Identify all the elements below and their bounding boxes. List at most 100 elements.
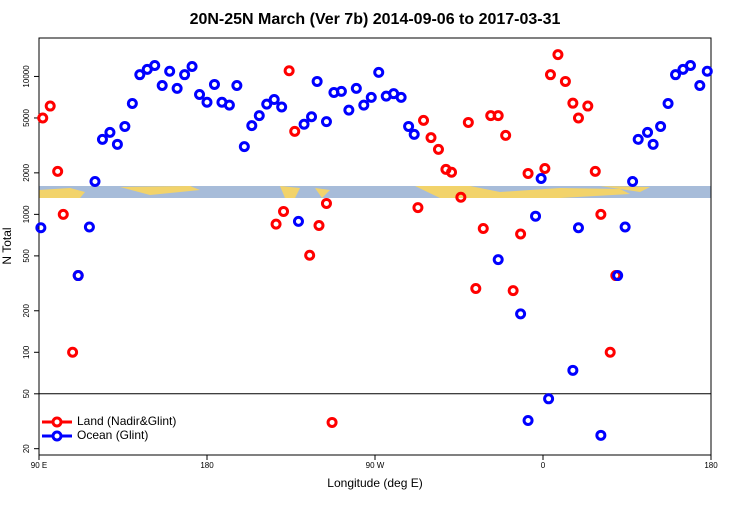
data-point <box>208 78 220 90</box>
data-point <box>612 270 624 282</box>
data-point <box>619 221 631 233</box>
data-point <box>515 228 527 240</box>
data-point <box>543 393 555 405</box>
data-point <box>67 346 79 358</box>
data-point <box>432 143 444 155</box>
data-point <box>313 220 325 232</box>
data-point <box>684 60 696 72</box>
data-point <box>567 364 579 376</box>
data-point <box>44 100 56 112</box>
y-tick-label: 10000 <box>22 65 31 88</box>
data-point <box>238 141 250 153</box>
data-point <box>694 79 706 91</box>
data-point <box>223 99 235 111</box>
data-point <box>126 97 138 109</box>
data-point <box>492 110 504 122</box>
data-point <box>57 208 69 220</box>
data-point <box>335 85 347 97</box>
data-point <box>604 346 616 358</box>
data-point <box>343 104 355 116</box>
data-point <box>470 283 482 295</box>
data-point <box>350 82 362 94</box>
data-point <box>507 285 519 297</box>
data-point <box>261 98 273 110</box>
x-tick-label: 180 <box>704 461 718 470</box>
data-point <box>559 75 571 87</box>
data-point <box>627 176 639 188</box>
data-point <box>544 69 556 81</box>
data-point <box>477 222 489 234</box>
data-point <box>535 172 547 184</box>
data-point <box>179 69 191 81</box>
data-point <box>37 112 49 124</box>
y-tick-label: 200 <box>22 304 31 318</box>
legend-marker <box>51 430 63 442</box>
data-point <box>632 133 644 145</box>
chart-title: 20N-25N March (Ver 7b) 2014-09-06 to 201… <box>190 11 561 28</box>
data-point <box>522 167 534 179</box>
data-point <box>647 138 659 150</box>
data-point <box>572 222 584 234</box>
y-tick-label: 2000 <box>22 163 31 181</box>
y-tick-label: 500 <box>22 249 31 263</box>
data-point <box>358 99 370 111</box>
data-point <box>395 91 407 103</box>
data-point <box>164 65 176 77</box>
data-point <box>83 221 95 233</box>
data-point <box>194 88 206 100</box>
data-point <box>655 120 667 132</box>
data-point <box>670 69 682 81</box>
data-point <box>268 94 280 106</box>
data-point <box>552 49 564 61</box>
data-point <box>446 166 458 178</box>
data-point <box>595 429 607 441</box>
map-strip <box>39 186 711 198</box>
data-point <box>642 126 654 138</box>
data-point <box>462 116 474 128</box>
data-point <box>231 79 243 91</box>
data-point <box>171 82 183 94</box>
data-point <box>246 120 258 132</box>
data-point <box>662 97 674 109</box>
legend: Land (Nadir&Glint)Ocean (Glint) <box>40 412 190 444</box>
data-point <box>270 218 282 230</box>
data-point <box>595 208 607 220</box>
data-point <box>589 165 601 177</box>
data-point <box>425 132 437 144</box>
x-tick-label: 180 <box>200 461 214 470</box>
y-tick-label: 20 <box>22 444 31 453</box>
data-point <box>35 222 47 234</box>
x-tick-label: 90 W <box>366 461 385 470</box>
data-point <box>52 165 64 177</box>
y-tick-label: 50 <box>22 389 31 398</box>
data-point <box>455 191 467 203</box>
data-point <box>278 205 290 217</box>
data-point <box>365 91 377 103</box>
data-point <box>320 197 332 209</box>
data-point <box>89 176 101 188</box>
data-point <box>306 111 318 123</box>
legend-label: Land (Nadir&Glint) <box>77 414 176 428</box>
data-point <box>326 416 338 428</box>
data-point <box>418 114 430 126</box>
data-point <box>567 97 579 109</box>
data-point <box>119 120 131 132</box>
data-point <box>96 133 108 145</box>
legend-label: Ocean (Glint) <box>77 428 148 442</box>
data-point <box>522 415 534 427</box>
data-point <box>186 61 198 73</box>
data-point <box>530 210 542 222</box>
data-point <box>373 66 385 78</box>
data-point <box>304 249 316 261</box>
data-point <box>582 100 594 112</box>
y-tick-label: 5000 <box>22 109 31 127</box>
data-point <box>201 96 213 108</box>
legend-box <box>40 412 190 444</box>
data-point <box>408 128 420 140</box>
y-tick-label: 1000 <box>22 205 31 223</box>
data-point <box>283 65 295 77</box>
x-tick-label: 90 E <box>31 461 47 470</box>
data-point <box>311 75 323 87</box>
data-point <box>72 270 84 282</box>
